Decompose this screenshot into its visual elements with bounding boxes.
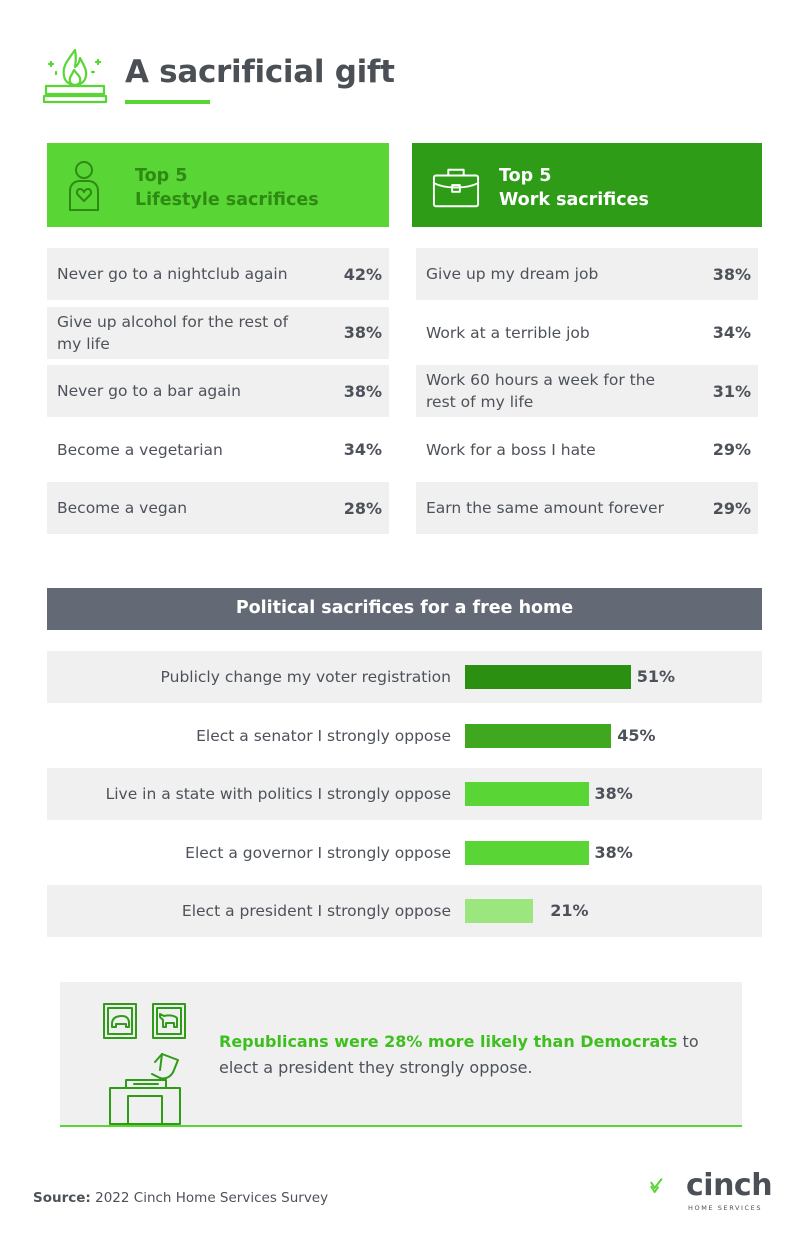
bar-value-label: 45% xyxy=(617,725,656,745)
item-percent: 31% xyxy=(712,381,751,401)
list-item: Never go to a nightclub again 42% xyxy=(47,248,389,300)
lifestyle-header-line2: Lifestyle sacrifices xyxy=(135,190,319,210)
lifestyle-header-line1: Top 5 xyxy=(135,166,188,186)
cinch-logo-checkmark-icon xyxy=(650,1178,663,1193)
item-label: Give up my dream job xyxy=(426,265,599,283)
bar-row: Elect a president I strongly oppose 21% xyxy=(47,885,762,937)
bar-value-label: 38% xyxy=(594,842,633,862)
bar xyxy=(465,899,534,923)
item-label: Become a vegetarian xyxy=(57,440,223,459)
item-label: Give up alcohol for the rest of my life xyxy=(57,312,289,353)
callout-highlight: Republicans were 28% more likely than De… xyxy=(219,1032,678,1051)
work-list: Give up my dream job 38% Work at a terri… xyxy=(416,248,758,541)
list-item: Work 60 hours a week for the rest of my … xyxy=(416,365,758,417)
lifestyle-list: Never go to a nightclub again 42% Give u… xyxy=(47,248,389,541)
chart-title: Political sacrifices for a free home xyxy=(47,588,762,630)
logo-subtitle: HOME SERVICES xyxy=(688,1204,763,1212)
list-item: Work at a terrible job 34% xyxy=(416,307,758,359)
bar-value-label: 51% xyxy=(636,667,676,686)
item-percent: 38% xyxy=(712,264,751,284)
list-item: Earn the same amount forever 29% xyxy=(416,482,758,534)
list-item: Work for a boss I hate 29% xyxy=(416,424,758,476)
item-percent: 42% xyxy=(343,264,382,284)
list-item: Become a vegetarian 34% xyxy=(47,424,389,476)
callout-text: Republicans were 28% more likely than De… xyxy=(219,1029,709,1081)
lifestyle-header: Top 5 Lifestyle sacrifices xyxy=(47,143,389,227)
list-item: Become a vegan 28% xyxy=(47,482,389,534)
page-title: A sacrificial gift xyxy=(125,54,395,90)
source-label: Source: xyxy=(33,1190,91,1206)
item-percent: 28% xyxy=(343,498,382,518)
bar-category-label: Elect a president I strongly oppose xyxy=(181,902,451,920)
item-label: Work for a boss I hate xyxy=(426,440,596,459)
ballot-box-icon xyxy=(103,1003,186,1125)
political-bar-chart: Publicly change my voter registration 51%… xyxy=(47,651,762,944)
title-underline xyxy=(125,100,210,104)
briefcase-icon xyxy=(432,168,480,208)
work-header-line2: Work sacrifices xyxy=(499,190,649,210)
item-label: Never go to a nightclub again xyxy=(57,265,288,283)
bar-row: Elect a governor I strongly oppose 38% xyxy=(47,827,762,879)
item-percent: 29% xyxy=(712,498,751,518)
bar xyxy=(465,840,589,865)
bar-category-label: Live in a state with politics I strongly… xyxy=(105,785,451,803)
item-label: Never go to a bar again xyxy=(57,382,241,400)
item-percent: 34% xyxy=(343,440,382,459)
callout-box: Republicans were 28% more likely than De… xyxy=(60,982,742,1127)
person-heart-icon xyxy=(69,161,99,211)
source-note: Source: 2022 Cinch Home Services Survey xyxy=(33,1190,328,1206)
bar-row: Publicly change my voter registration 51% xyxy=(47,651,762,703)
logo-wordmark: cinch xyxy=(686,1168,773,1203)
bar-category-label: Elect a governor I strongly oppose xyxy=(185,843,451,862)
item-percent: 38% xyxy=(343,323,382,342)
item-label: Become a vegan xyxy=(57,499,188,517)
bar-category-label: Elect a senator I strongly oppose xyxy=(196,726,451,745)
work-header: Top 5 Work sacrifices xyxy=(412,143,762,227)
bar-value-label: 21% xyxy=(550,901,589,920)
source-text: 2022 Cinch Home Services Survey xyxy=(90,1190,329,1206)
item-percent: 34% xyxy=(712,323,751,342)
item-label: Earn the same amount forever xyxy=(426,499,664,517)
bar xyxy=(465,665,631,689)
item-label: Work 60 hours a week for the rest of my … xyxy=(426,371,656,411)
bar-row: Live in a state with politics I strongly… xyxy=(47,768,762,820)
item-label: Work at a terrible job xyxy=(426,323,590,342)
list-item: Never go to a bar again 38% xyxy=(47,365,389,417)
fire-pit-icon xyxy=(42,48,108,104)
item-percent: 29% xyxy=(712,440,751,459)
bar-value-label: 38% xyxy=(594,784,633,803)
bar-category-label: Publicly change my voter registration xyxy=(160,668,451,686)
list-item: Give up alcohol for the rest of my life … xyxy=(47,306,389,359)
bar xyxy=(465,723,612,748)
item-percent: 38% xyxy=(343,381,382,401)
list-item: Give up my dream job 38% xyxy=(416,248,758,300)
bar xyxy=(465,782,589,806)
callout-rest: to elect a president they strongly oppos… xyxy=(219,1032,699,1077)
work-header-line1: Top 5 xyxy=(499,166,552,186)
bar-row: Elect a senator I strongly oppose 45% xyxy=(47,710,762,762)
